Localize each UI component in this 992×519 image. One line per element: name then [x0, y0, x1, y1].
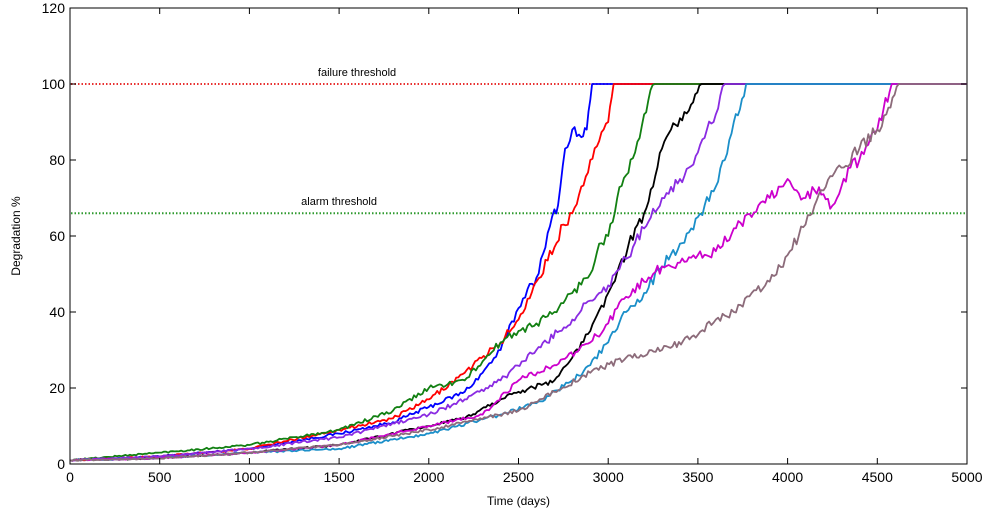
plot-area [69, 7, 968, 465]
x-tick-label: 4500 [862, 469, 893, 485]
x-tick-label: 500 [148, 469, 172, 485]
y-tick-label: 120 [42, 0, 66, 16]
x-tick-label: 5000 [951, 469, 982, 485]
series-layer [69, 83, 967, 462]
y-tick-label: 80 [49, 152, 65, 168]
y-tick-label: 60 [49, 228, 65, 244]
axes-layer: 0 500 1000 1500 2000 2500 3000 3500 4000 4500 5000… [42, 0, 983, 485]
x-tick-label: 1500 [324, 469, 355, 485]
x-tick-label: 3500 [682, 469, 713, 485]
failure-threshold-label: failure threshold [318, 67, 396, 79]
y-tick-label: 0 [57, 456, 65, 472]
x-tick-label: 4000 [772, 469, 803, 485]
y-tick-label: 100 [42, 76, 66, 92]
x-tick-label: 0 [66, 469, 74, 485]
series-line-8 [69, 83, 967, 462]
x-axis-label: Time (days) [487, 494, 550, 508]
x-tick-label: 3000 [593, 469, 624, 485]
x-tick-label: 2000 [413, 469, 444, 485]
y-axis-label: Degradation % [9, 196, 23, 276]
y-tick-label: 20 [49, 380, 65, 396]
y-tick-label: 40 [49, 304, 65, 320]
x-tick-label: 1000 [234, 469, 265, 485]
alarm-threshold-label: alarm threshold [301, 196, 377, 208]
x-tick-label: 2500 [503, 469, 534, 485]
